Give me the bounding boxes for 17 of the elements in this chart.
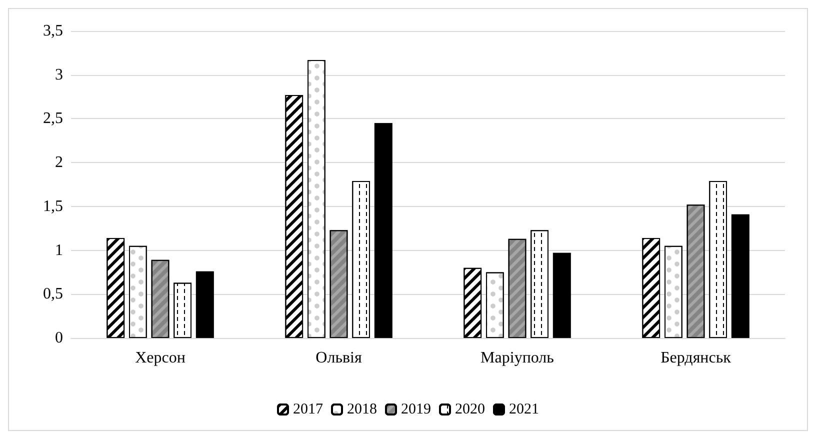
y-tick-label: 2 <box>55 154 63 172</box>
y-tick-label: 2,5 <box>43 110 63 128</box>
y-tick-label: 3,5 <box>43 22 63 40</box>
legend-label: 2017 <box>293 402 324 418</box>
y-tick-label: 0,5 <box>43 286 63 303</box>
y-tick-label: 1,5 <box>43 198 63 215</box>
legend-label: 2021 <box>509 402 539 418</box>
legend-label: 2020 <box>455 402 485 418</box>
x-tick-label: Маріуполь <box>480 350 554 366</box>
y-tick-label: 1 <box>55 242 63 259</box>
x-tick-label: Херсон <box>135 350 186 366</box>
y-tick-label: 3 <box>55 66 63 84</box>
legend-label: 2018 <box>347 402 377 418</box>
legend-label: 2019 <box>401 402 431 418</box>
x-tick-label: Бердянськ <box>660 350 732 366</box>
x-tick-label: Ольвія <box>316 350 362 366</box>
y-tick-label: 0 <box>55 330 63 346</box>
